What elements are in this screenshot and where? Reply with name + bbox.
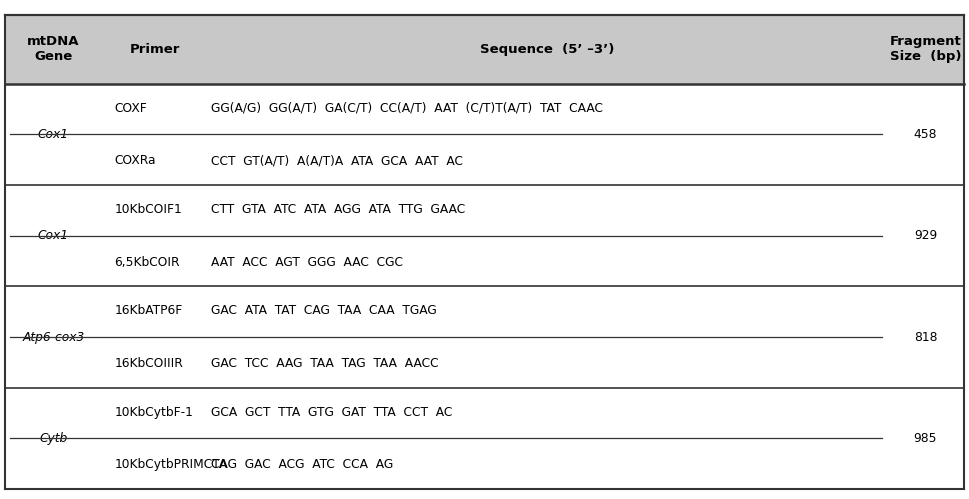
Text: 818: 818: [914, 330, 937, 343]
Text: CAG  GAC  ACG  ATC  CCA  AG: CAG GAC ACG ATC CCA AG: [211, 458, 393, 471]
Text: GAC  TCC  AAG  TAA  TAG  TAA  AACC: GAC TCC AAG TAA TAG TAA AACC: [211, 357, 439, 370]
Text: Cox1: Cox1: [38, 229, 69, 242]
Text: 458: 458: [914, 128, 937, 141]
Text: CCT  GT(A/T)  A(A/T)A  ATA  GCA  AAT  AC: CCT GT(A/T) A(A/T)A ATA GCA AAT AC: [211, 154, 463, 167]
Text: mtDNA
Gene: mtDNA Gene: [27, 35, 79, 63]
Text: Sequence  (5’ –3’): Sequence (5’ –3’): [481, 43, 614, 56]
Text: 10KbCytbF-1: 10KbCytbF-1: [114, 406, 193, 419]
Text: Cox1: Cox1: [38, 128, 69, 141]
Text: 6,5KbCOIR: 6,5KbCOIR: [114, 255, 180, 268]
Text: GG(A/G)  GG(A/T)  GA(C/T)  CC(A/T)  AAT  (C/T)T(A/T)  TAT  CAAC: GG(A/G) GG(A/T) GA(C/T) CC(A/T) AAT (C/T…: [211, 101, 604, 115]
Text: CTT  GTA  ATC  ATA  AGG  ATA  TTG  GAAC: CTT GTA ATC ATA AGG ATA TTG GAAC: [211, 203, 465, 216]
Text: Primer: Primer: [130, 43, 180, 56]
Text: Cytb: Cytb: [39, 432, 68, 445]
Text: 16KbATP6F: 16KbATP6F: [114, 304, 182, 317]
Text: AAT  ACC  AGT  GGG  AAC  CGC: AAT ACC AGT GGG AAC CGC: [211, 255, 403, 268]
Text: Atp6-cox3: Atp6-cox3: [22, 330, 84, 343]
Text: 10KbCOIF1: 10KbCOIF1: [114, 203, 182, 216]
Text: 10KbCytbPRIMCTA: 10KbCytbPRIMCTA: [114, 458, 228, 471]
Text: COXF: COXF: [114, 101, 147, 115]
Text: 929: 929: [914, 229, 937, 242]
Text: GCA  GCT  TTA  GTG  GAT  TTA  CCT  AC: GCA GCT TTA GTG GAT TTA CCT AC: [211, 406, 453, 419]
Text: GAC  ATA  TAT  CAG  TAA  CAA  TGAG: GAC ATA TAT CAG TAA CAA TGAG: [211, 304, 437, 317]
Text: 16KbCOIIIR: 16KbCOIIIR: [114, 357, 183, 370]
Text: 985: 985: [914, 432, 937, 445]
Text: COXRa: COXRa: [114, 154, 156, 167]
Bar: [5, 15, 964, 84]
Text: Fragment
Size  (bp): Fragment Size (bp): [890, 35, 961, 63]
